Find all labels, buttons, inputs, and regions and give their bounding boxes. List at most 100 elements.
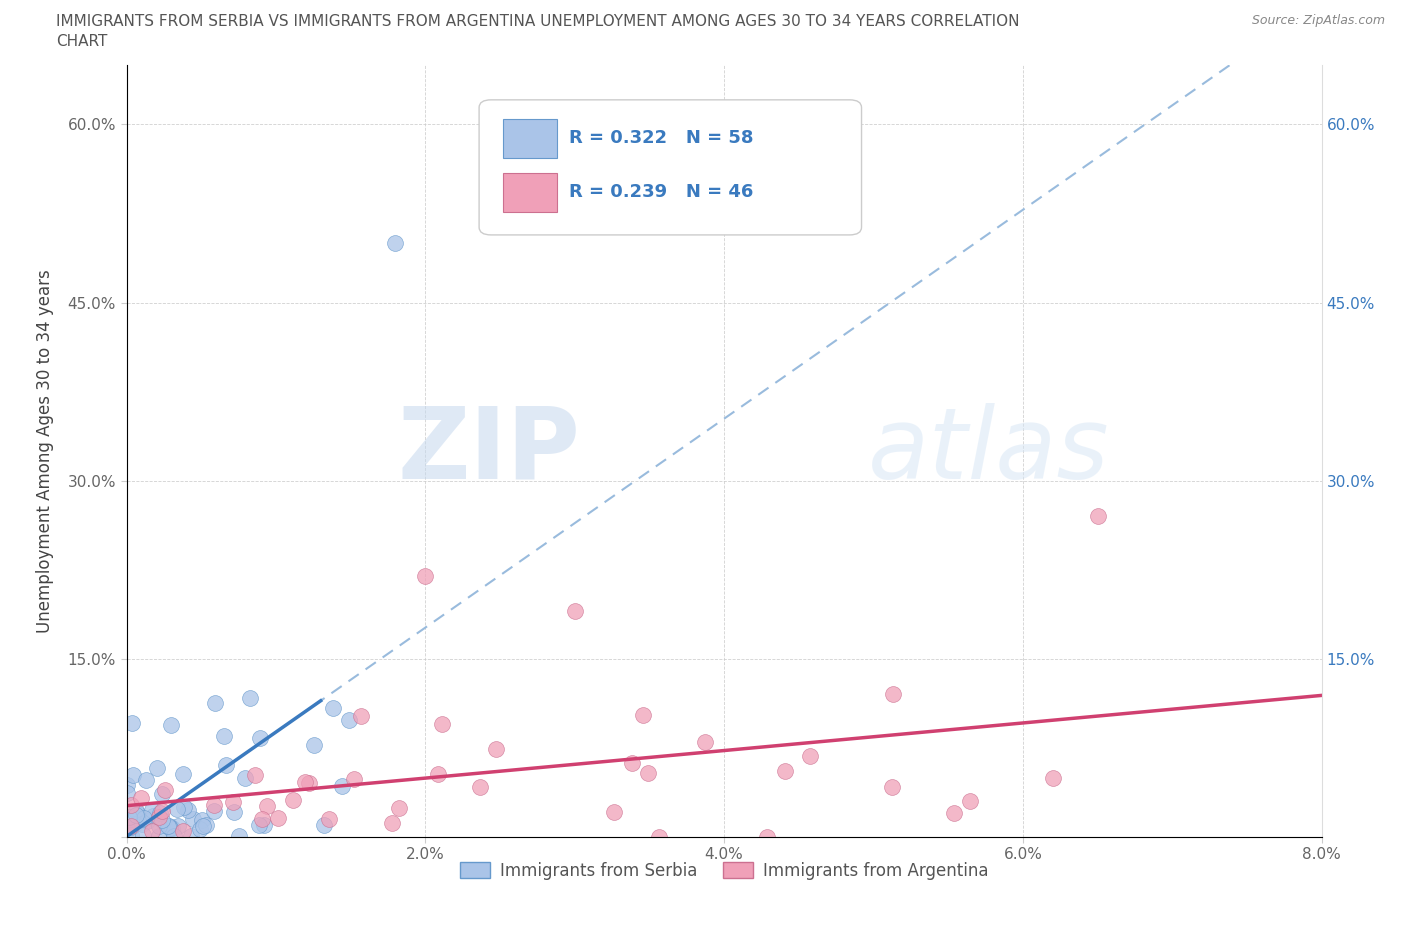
Point — [157, 818, 180, 833]
Point — [122, 767, 145, 782]
Point — [204, 696, 226, 711]
Point — [148, 819, 170, 834]
Point — [177, 803, 200, 817]
Point — [181, 812, 204, 827]
Point — [882, 687, 904, 702]
Point — [118, 809, 141, 824]
Point — [135, 773, 157, 788]
Point — [120, 819, 142, 834]
Point — [150, 787, 173, 802]
Point — [131, 828, 153, 843]
Y-axis label: Unemployment Among Ages 30 to 34 years: Unemployment Among Ages 30 to 34 years — [35, 269, 53, 633]
Point — [150, 804, 173, 818]
Point — [256, 799, 278, 814]
Point — [253, 817, 276, 832]
Point — [318, 812, 340, 827]
Point — [799, 749, 821, 764]
Point — [430, 716, 453, 731]
Point — [221, 794, 243, 809]
Point — [603, 804, 626, 819]
Point — [250, 812, 273, 827]
Legend: Immigrants from Serbia, Immigrants from Argentina: Immigrants from Serbia, Immigrants from … — [454, 856, 994, 886]
Point — [426, 766, 449, 781]
Point — [322, 700, 344, 715]
Point — [150, 812, 173, 827]
Text: IMMIGRANTS FROM SERBIA VS IMMIGRANTS FROM ARGENTINA UNEMPLOYMENT AMONG AGES 30 T: IMMIGRANTS FROM SERBIA VS IMMIGRANTS FRO… — [56, 14, 1019, 29]
Point — [222, 804, 245, 819]
Point — [249, 730, 271, 745]
Point — [648, 830, 671, 844]
Point — [235, 770, 257, 785]
Point — [202, 804, 225, 818]
Point — [167, 818, 190, 833]
Point — [239, 691, 262, 706]
FancyBboxPatch shape — [503, 173, 557, 212]
Point — [298, 776, 321, 790]
Point — [115, 786, 138, 801]
Point — [267, 811, 290, 826]
Point — [247, 817, 270, 832]
Text: Source: ZipAtlas.com: Source: ZipAtlas.com — [1251, 14, 1385, 27]
Point — [637, 765, 659, 780]
Point — [350, 709, 373, 724]
Point — [121, 715, 143, 730]
Point — [124, 817, 146, 831]
Point — [180, 829, 202, 844]
Point — [413, 568, 436, 583]
Point — [148, 829, 170, 844]
Point — [959, 793, 981, 808]
Point — [127, 807, 149, 822]
Point — [243, 767, 266, 782]
Point — [1042, 770, 1064, 785]
Point — [194, 817, 217, 832]
Point — [202, 797, 225, 812]
Point — [159, 717, 181, 732]
Point — [120, 798, 142, 813]
Point — [136, 814, 159, 829]
Text: R = 0.322   N = 58: R = 0.322 N = 58 — [568, 129, 754, 148]
Point — [190, 813, 212, 828]
Point — [228, 829, 250, 844]
Point — [880, 779, 903, 794]
Point — [188, 821, 211, 836]
Point — [485, 741, 508, 756]
Point — [564, 604, 586, 618]
Point — [149, 805, 172, 820]
Point — [142, 808, 165, 823]
Point — [756, 830, 779, 844]
Point — [330, 778, 353, 793]
Point — [173, 800, 195, 815]
Text: ZIP: ZIP — [398, 403, 581, 499]
Point — [120, 819, 142, 834]
Point — [148, 810, 170, 825]
Point — [125, 804, 148, 818]
Text: CHART: CHART — [56, 34, 108, 49]
Point — [132, 810, 155, 825]
Point — [381, 816, 404, 830]
Point — [146, 761, 169, 776]
Text: atlas: atlas — [868, 403, 1109, 499]
Point — [193, 818, 215, 833]
Point — [942, 805, 965, 820]
Point — [131, 790, 153, 805]
Point — [172, 766, 194, 781]
Text: R = 0.239   N = 46: R = 0.239 N = 46 — [568, 183, 754, 202]
Point — [141, 823, 163, 838]
Point — [337, 712, 360, 727]
Point — [312, 817, 335, 832]
FancyBboxPatch shape — [503, 119, 557, 158]
Point — [212, 729, 235, 744]
Point — [631, 708, 654, 723]
Point — [215, 757, 238, 772]
Point — [302, 737, 325, 752]
Point — [621, 755, 644, 770]
Point — [388, 801, 411, 816]
Point — [166, 802, 188, 817]
Point — [131, 817, 153, 831]
Point — [384, 236, 406, 251]
FancyBboxPatch shape — [479, 100, 862, 235]
Point — [159, 820, 181, 835]
Point — [141, 803, 163, 817]
Point — [1087, 509, 1109, 524]
Point — [773, 764, 796, 778]
